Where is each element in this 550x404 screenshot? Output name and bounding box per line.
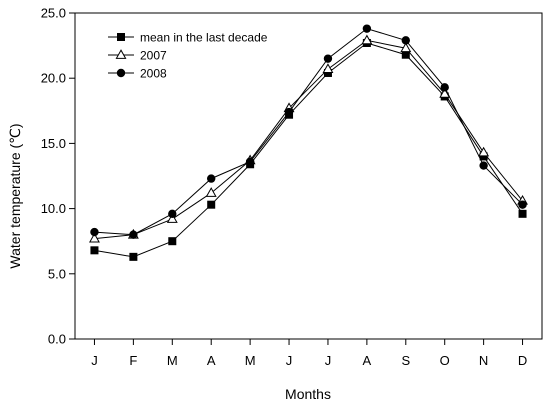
legend-label: 2007 xyxy=(140,49,167,63)
x-tick-label: A xyxy=(207,353,216,368)
legend-label: mean in the last decade xyxy=(140,31,268,45)
data-point xyxy=(518,200,527,209)
data-point xyxy=(129,230,138,239)
data-point xyxy=(401,36,410,45)
data-point xyxy=(90,246,99,255)
data-point xyxy=(440,83,449,92)
x-tick-label: D xyxy=(518,353,527,368)
y-tick-label: 20.0 xyxy=(41,71,66,86)
data-point xyxy=(166,213,178,223)
x-tick-label: J xyxy=(286,353,293,368)
data-point xyxy=(207,174,216,183)
x-tick-label: F xyxy=(129,353,137,368)
series-line xyxy=(94,28,523,236)
x-tick-label: J xyxy=(91,353,98,368)
data-point xyxy=(168,209,177,219)
data-point xyxy=(90,227,99,237)
x-tick-label: M xyxy=(245,353,256,368)
data-point xyxy=(322,63,334,73)
legend-marker xyxy=(117,33,125,41)
y-tick-label: 25.0 xyxy=(41,6,66,21)
data-point xyxy=(400,42,412,53)
x-tick-label: S xyxy=(401,353,410,368)
x-tick-label: N xyxy=(479,353,488,368)
y-tick-label: 5.0 xyxy=(48,266,66,281)
data-point xyxy=(168,237,177,246)
series-2 xyxy=(90,24,527,239)
x-tick-label: M xyxy=(167,353,178,368)
data-point xyxy=(361,34,373,45)
data-point xyxy=(439,88,451,98)
x-axis-title: Months xyxy=(285,386,331,402)
data-point xyxy=(245,157,255,166)
series-line xyxy=(94,42,523,258)
data-point xyxy=(362,24,372,33)
data-point xyxy=(129,252,138,261)
y-axis-title: Water temperature (℃) xyxy=(7,123,23,268)
series-line xyxy=(94,39,523,240)
x-tick-label: J xyxy=(325,353,332,368)
x-tick-label: A xyxy=(363,353,372,368)
data-point xyxy=(205,187,217,197)
series-layer xyxy=(89,24,528,261)
y-tick-label: 0.0 xyxy=(48,332,66,347)
legend-label: 2008 xyxy=(140,67,167,81)
legend: mean in the last decade 2007 2008 xyxy=(108,31,268,81)
data-point xyxy=(284,107,294,117)
data-point xyxy=(89,232,100,243)
legend-marker xyxy=(115,49,127,59)
data-point xyxy=(478,146,490,157)
y-tick-label: 15.0 xyxy=(41,136,66,151)
x-tick-label: O xyxy=(440,353,450,368)
data-point xyxy=(518,209,527,218)
data-point xyxy=(479,161,488,170)
data-point xyxy=(207,200,216,209)
legend-marker xyxy=(116,68,126,78)
data-point xyxy=(401,50,410,59)
y-tick-label: 10.0 xyxy=(41,201,66,216)
data-point xyxy=(323,54,333,63)
plot-frame xyxy=(74,12,543,340)
y-axis: 0.0 5.0 10.0 15.0 20.0 25.0 xyxy=(41,6,75,347)
